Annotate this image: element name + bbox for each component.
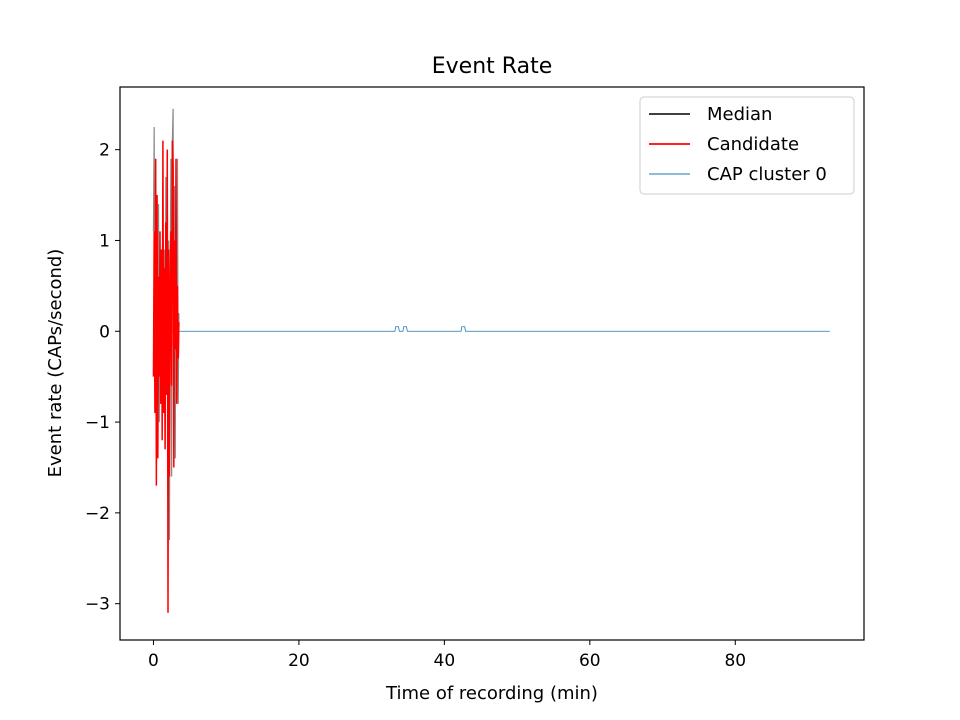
- x-axis-ticks: 0 20 40 60 80: [148, 640, 746, 671]
- x-tick-label: 40: [434, 651, 456, 671]
- y-tick-label: 2: [99, 141, 110, 161]
- x-tick-label: 60: [579, 651, 601, 671]
- y-axis-ticks: −3 −2 −1 0 1 2: [85, 141, 120, 615]
- x-tick-label: 80: [724, 651, 746, 671]
- plot-frame: [119, 86, 865, 641]
- chart-title: Event Rate: [432, 54, 552, 79]
- x-axis-label: Time of recording (min): [385, 683, 598, 704]
- series-line-2: [153, 326, 830, 332]
- y-tick-label: 1: [99, 231, 110, 251]
- y-tick-label: −2: [85, 504, 110, 524]
- legend-label-0: Median: [707, 104, 772, 125]
- y-axis-label: Event rate (CAPs/second): [45, 249, 66, 478]
- legend-label-1: Candidate: [707, 134, 799, 155]
- legend: Median Candidate CAP cluster 0: [639, 96, 855, 195]
- legend-entries: Median Candidate CAP cluster 0: [649, 104, 827, 185]
- series-line-1: [152, 140, 180, 613]
- y-tick-label: −3: [85, 595, 110, 615]
- legend-box: [639, 96, 855, 195]
- plot-area: [119, 86, 865, 641]
- legend-label-2: CAP cluster 0: [707, 164, 827, 185]
- x-tick-label: 0: [148, 651, 159, 671]
- series-layer: [152, 108, 830, 613]
- x-tick-label: 20: [288, 651, 310, 671]
- y-tick-label: 0: [99, 322, 110, 342]
- y-tick-label: −1: [85, 413, 110, 433]
